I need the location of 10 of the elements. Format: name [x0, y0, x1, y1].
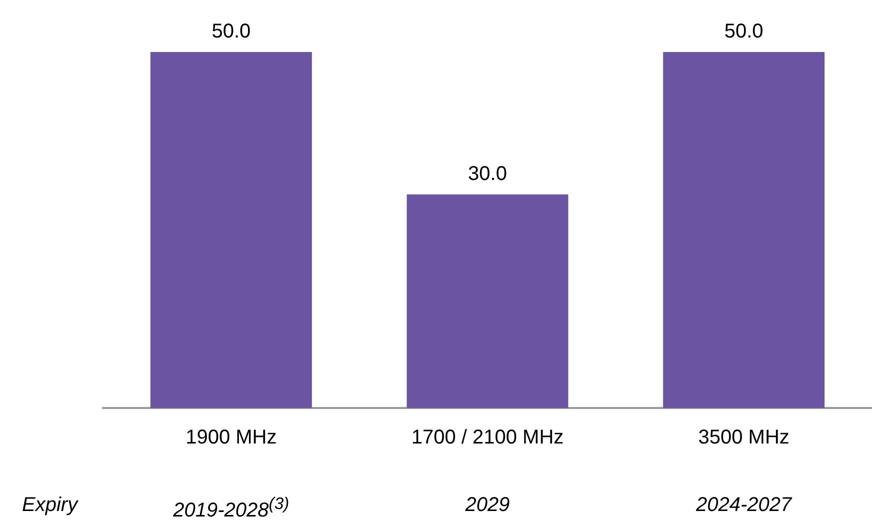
text: 2019-2028$^{(3)}$ [173, 494, 290, 523]
x-tick-label: 1900 MHz [186, 426, 277, 449]
x-tick-label: 3500 MHz [698, 426, 790, 449]
data-label: 30.0 [468, 162, 507, 185]
x-tick-label: 1700 / 2100 MHz [411, 426, 564, 449]
data-label: 50.0 [724, 20, 764, 43]
text: Expiry [22, 494, 78, 517]
data-label: 50.0 [212, 20, 251, 43]
text: 2029 [465, 494, 510, 517]
text: 2024-2027 [696, 494, 792, 517]
